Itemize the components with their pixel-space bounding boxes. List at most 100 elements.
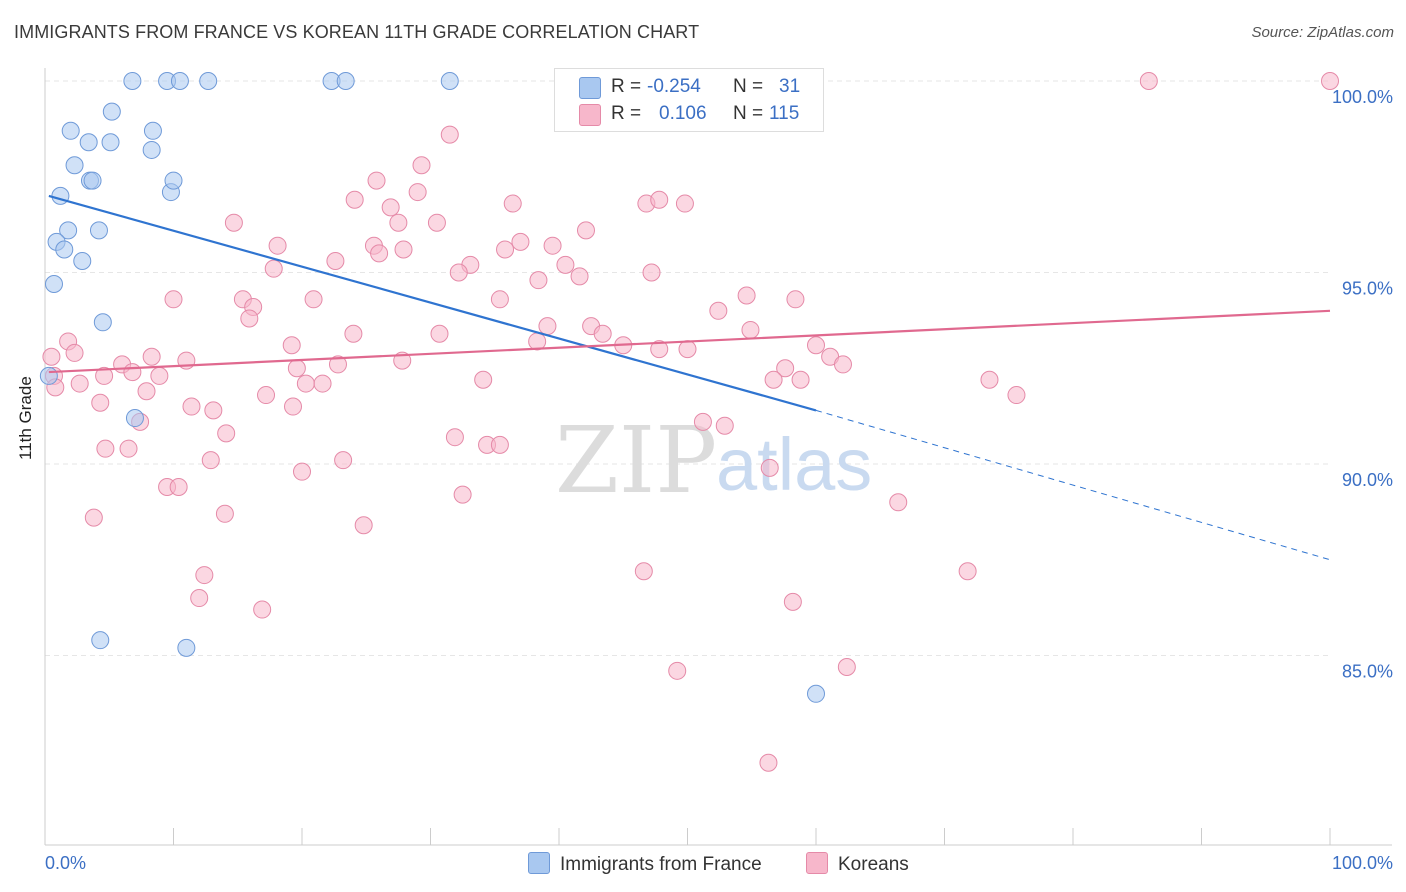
korean-point — [240, 309, 259, 328]
tick-labels: 100.0% 95.0% 90.0% 85.0% 0.0% 100.0% — [45, 87, 1393, 873]
korean-point — [381, 198, 400, 217]
korean-point — [354, 516, 373, 535]
x-tick-label-min: 0.0% — [45, 853, 86, 873]
france-point — [39, 366, 58, 385]
france-point — [91, 631, 110, 650]
korean-point — [345, 190, 364, 209]
korean-point — [543, 236, 562, 255]
france-point — [170, 72, 189, 90]
france-trend-line — [48, 194, 817, 412]
watermark-atlas: atlas — [716, 423, 872, 506]
korean-point — [150, 366, 169, 385]
korean-point — [282, 336, 301, 355]
legend-item-korea[interactable]: Koreans — [806, 852, 909, 876]
watermark: ZIP atlas — [555, 407, 872, 514]
legend-n-value: 115 — [769, 103, 800, 124]
legend-label-korea: Koreans — [838, 854, 909, 875]
x-tick-label-max: 100.0% — [1332, 853, 1393, 873]
france-point — [164, 171, 183, 190]
korean-point — [786, 290, 805, 309]
korean-point — [313, 374, 332, 393]
france-point — [102, 102, 121, 121]
korean-point — [326, 252, 345, 271]
korean-point — [96, 439, 115, 458]
korean-point — [334, 451, 353, 470]
korean-point — [1139, 72, 1158, 90]
korean-point — [1007, 386, 1026, 405]
korean-point — [678, 340, 697, 359]
france-point — [83, 171, 102, 190]
y-tick-label: 95.0% — [1342, 279, 1393, 299]
korean-point — [474, 370, 493, 389]
korean-point — [980, 370, 999, 389]
legend-n-label: N = — [733, 76, 764, 97]
legend-swatch-france — [528, 852, 550, 874]
legend-item-france[interactable]: Immigrants from France — [528, 852, 762, 876]
korean-point — [169, 477, 188, 496]
korean-point — [408, 183, 427, 202]
legend-swatch-korea — [806, 852, 828, 874]
france-point — [336, 72, 355, 90]
y-tick-label: 90.0% — [1342, 470, 1393, 490]
korean-point — [304, 290, 323, 309]
france-point — [142, 140, 161, 159]
korean-point — [95, 366, 114, 385]
korean-point — [296, 374, 315, 393]
korean-point — [367, 171, 386, 190]
france-point — [89, 221, 108, 240]
korean-point — [164, 290, 183, 309]
korean-point — [837, 657, 856, 676]
korean-point — [42, 347, 61, 366]
korean-point — [328, 355, 347, 374]
france-point — [125, 409, 144, 428]
legend-row-korea: R = 0.106 N = 115 — [555, 101, 823, 127]
korean-point — [293, 462, 311, 481]
korean-point — [257, 386, 276, 405]
korean-point — [370, 244, 389, 263]
korean-point — [634, 562, 653, 581]
korean-point — [833, 355, 852, 374]
korean-point — [741, 320, 760, 339]
stats-legend: R = -0.254 N = 31 R = 0.106 N = 115 — [554, 68, 824, 132]
legend-r-label: R = — [611, 76, 642, 97]
korean-point — [287, 359, 306, 378]
korean-point — [715, 416, 734, 435]
legend-r-label: R = — [611, 103, 642, 124]
chart-title: IMMIGRANTS FROM FRANCE VS KOREAN 11TH GR… — [14, 22, 700, 42]
korean-point — [593, 324, 612, 343]
korean-point — [84, 508, 103, 527]
korean-point — [412, 156, 431, 175]
france-point — [807, 684, 825, 703]
korean-point — [737, 286, 756, 305]
korean-point — [284, 397, 303, 416]
france-trend-line-extension — [815, 409, 1331, 561]
legend-n-label: N = — [733, 103, 764, 124]
france-point — [123, 72, 142, 90]
france-point — [79, 133, 98, 152]
korean-point — [70, 374, 89, 393]
france-point — [44, 274, 63, 293]
korean-point — [430, 324, 449, 343]
korean-point — [137, 382, 156, 401]
korean-point — [958, 562, 977, 581]
korean-point — [123, 363, 142, 382]
korean-point — [650, 190, 669, 209]
korean-point — [709, 301, 728, 320]
korean-point — [1321, 72, 1339, 90]
france-point — [55, 240, 74, 259]
trend-lines — [48, 194, 1331, 561]
korean-point — [760, 458, 779, 477]
france-point — [93, 313, 112, 332]
korean-point — [675, 194, 694, 213]
korean-point — [190, 589, 209, 608]
korean-point — [490, 290, 509, 309]
korean-trend-line — [48, 309, 1331, 374]
legend-swatch-france — [579, 77, 601, 99]
korean-point — [91, 393, 110, 412]
korean-point — [389, 213, 408, 232]
legend-r-value: -0.254 — [647, 76, 701, 97]
korean-point — [427, 213, 446, 232]
legend-label-france: Immigrants from France — [560, 854, 762, 875]
legend-swatch-korea — [579, 104, 601, 126]
